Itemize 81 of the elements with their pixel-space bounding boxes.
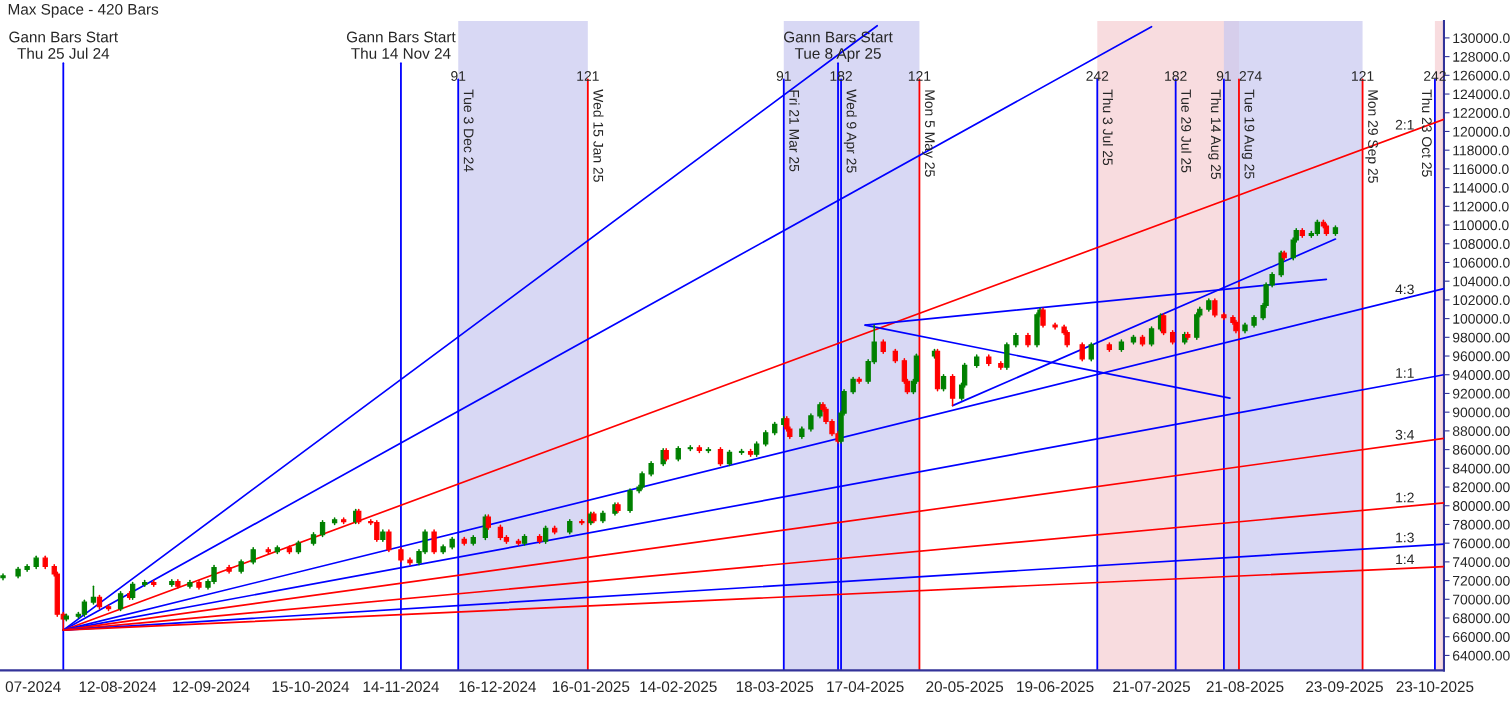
y-tick-label: 128000.0 xyxy=(1453,51,1510,62)
y-tick-label: 96000.00 xyxy=(1452,351,1510,362)
y-tick-label: 84000.00 xyxy=(1452,463,1510,474)
y-tick-label: 110000.0 xyxy=(1453,220,1509,231)
chart-title: Max Space - 420 Bars xyxy=(8,3,159,18)
series-label: 2:1 xyxy=(1395,119,1414,130)
series-label: 1:4 xyxy=(1396,554,1415,565)
ref-line-label: Tue 29 Jul 25 xyxy=(1181,89,1192,173)
ref-line-label: Gann Bars Start Thu 14 Nov 24 xyxy=(346,31,456,59)
series-label: 1:1 xyxy=(1396,368,1414,378)
y-tick-label: 78000.00 xyxy=(1453,519,1510,530)
ref-line-label: Gann Bars Start Tue 8 Apr 25 xyxy=(784,31,893,62)
y-tick-label: 64000.00 xyxy=(1453,650,1510,661)
y-tick-label: 98000.00 xyxy=(1452,332,1510,343)
y-tick-label: 88000.00 xyxy=(1452,426,1510,437)
ref-line-label: Thu 14 Aug 25 xyxy=(1208,89,1222,180)
y-tick-label: 126000.0 xyxy=(1453,70,1510,81)
y-tick-label: 104000.0 xyxy=(1453,276,1510,287)
annotation: 274 xyxy=(1239,71,1262,81)
x-tick-label: 07-2024 xyxy=(5,681,61,693)
y-tick-label: 124000.0 xyxy=(1453,89,1510,100)
x-tick-label: 12-08-2024 xyxy=(79,681,157,693)
annotation: 121 xyxy=(908,71,931,81)
ref-line-label: Fri 21 Mar 25 xyxy=(789,90,800,172)
y-tick-label: 76000.00 xyxy=(1453,538,1510,549)
x-tick-label: 19-06-2025 xyxy=(1017,681,1094,693)
y-tick-label: 86000.00 xyxy=(1452,444,1510,455)
annotation: 182 xyxy=(1165,71,1187,81)
x-tick-label: 20-05-2025 xyxy=(926,681,1004,693)
y-tick-label: 68000.00 xyxy=(1453,613,1510,624)
x-tick-label: 16-12-2024 xyxy=(459,681,537,693)
y-tick-label: 112000.0 xyxy=(1453,201,1509,212)
series-label: 3:4 xyxy=(1395,429,1415,440)
x-tick-label: 16-01-2025 xyxy=(552,681,630,693)
ref-line-label: Mon 29 Sep 25 xyxy=(1365,90,1378,183)
y-tick-label: 72000.00 xyxy=(1453,575,1510,586)
ref-line-label: Wed 9 Apr 25 xyxy=(843,89,857,173)
y-tick-label: 80000.00 xyxy=(1452,501,1510,511)
x-tick-label: 23-09-2025 xyxy=(1306,681,1383,693)
annotation: 121 xyxy=(577,71,599,81)
x-tick-label: 17-04-2025 xyxy=(827,681,904,693)
x-tick-label: 21-08-2025 xyxy=(1206,681,1284,693)
y-tick-label: 74000.00 xyxy=(1453,557,1510,568)
x-tick-label: 14-02-2025 xyxy=(640,681,717,693)
series-label: 4:3 xyxy=(1395,284,1414,295)
series-label: 1:2 xyxy=(1396,492,1414,503)
x-tick-label: 12-09-2024 xyxy=(173,681,250,693)
y-tick-label: 108000.0 xyxy=(1453,239,1510,249)
annotation: 91 xyxy=(776,71,791,81)
ref-line-label: Thu 3 Jul 25 xyxy=(1102,89,1114,166)
y-tick-label: 90000.00 xyxy=(1452,407,1510,418)
y-tick-label: 122000.0 xyxy=(1453,108,1510,118)
ref-line-label: Tue 3 Dec 24 xyxy=(463,89,474,172)
y-tick-label: 92000.00 xyxy=(1452,388,1510,399)
y-tick-label: 106000.0 xyxy=(1453,257,1510,268)
y-tick-label: 130000.0 xyxy=(1453,33,1510,44)
y-tick-label: 66000.00 xyxy=(1453,632,1510,642)
annotation: 91 xyxy=(1216,71,1231,81)
y-tick-label: 102000.0 xyxy=(1453,295,1510,306)
x-tick-label: 14-11-2024 xyxy=(363,681,439,693)
x-tick-label: 15-10-2024 xyxy=(272,681,350,693)
y-tick-label: 116000.0 xyxy=(1453,164,1509,175)
ref-line-label: Thu 23 Oct 25 xyxy=(1421,89,1433,177)
y-tick-label: 94000.00 xyxy=(1452,370,1510,380)
ref-line-label: Tue 19 Aug 25 xyxy=(1241,89,1255,179)
x-tick-label: 21-07-2025 xyxy=(1113,681,1190,693)
y-tick-label: 82000.00 xyxy=(1452,482,1510,493)
annotation: 121 xyxy=(1352,71,1374,81)
y-tick-label: 120000.0 xyxy=(1453,126,1510,137)
x-tick-label: 23-10-2025 xyxy=(1396,681,1474,693)
y-tick-label: 100000.0 xyxy=(1453,313,1510,324)
y-tick-label: 114000.0 xyxy=(1453,182,1509,193)
series-label: 1:3 xyxy=(1396,532,1414,543)
y-tick-label: 70000.00 xyxy=(1453,594,1510,605)
ref-line-label: Mon 5 May 25 xyxy=(922,90,935,177)
y-tick-label: 118000.0 xyxy=(1453,145,1509,156)
ref-line-label: Gann Bars Start Thu 25 Jul 24 xyxy=(9,31,118,59)
x-tick-label: 18-03-2025 xyxy=(736,681,814,693)
ref-line-label: Wed 15 Jan 25 xyxy=(593,89,604,182)
annotation: 242 xyxy=(1086,71,1109,81)
annotation: 91 xyxy=(451,71,466,81)
